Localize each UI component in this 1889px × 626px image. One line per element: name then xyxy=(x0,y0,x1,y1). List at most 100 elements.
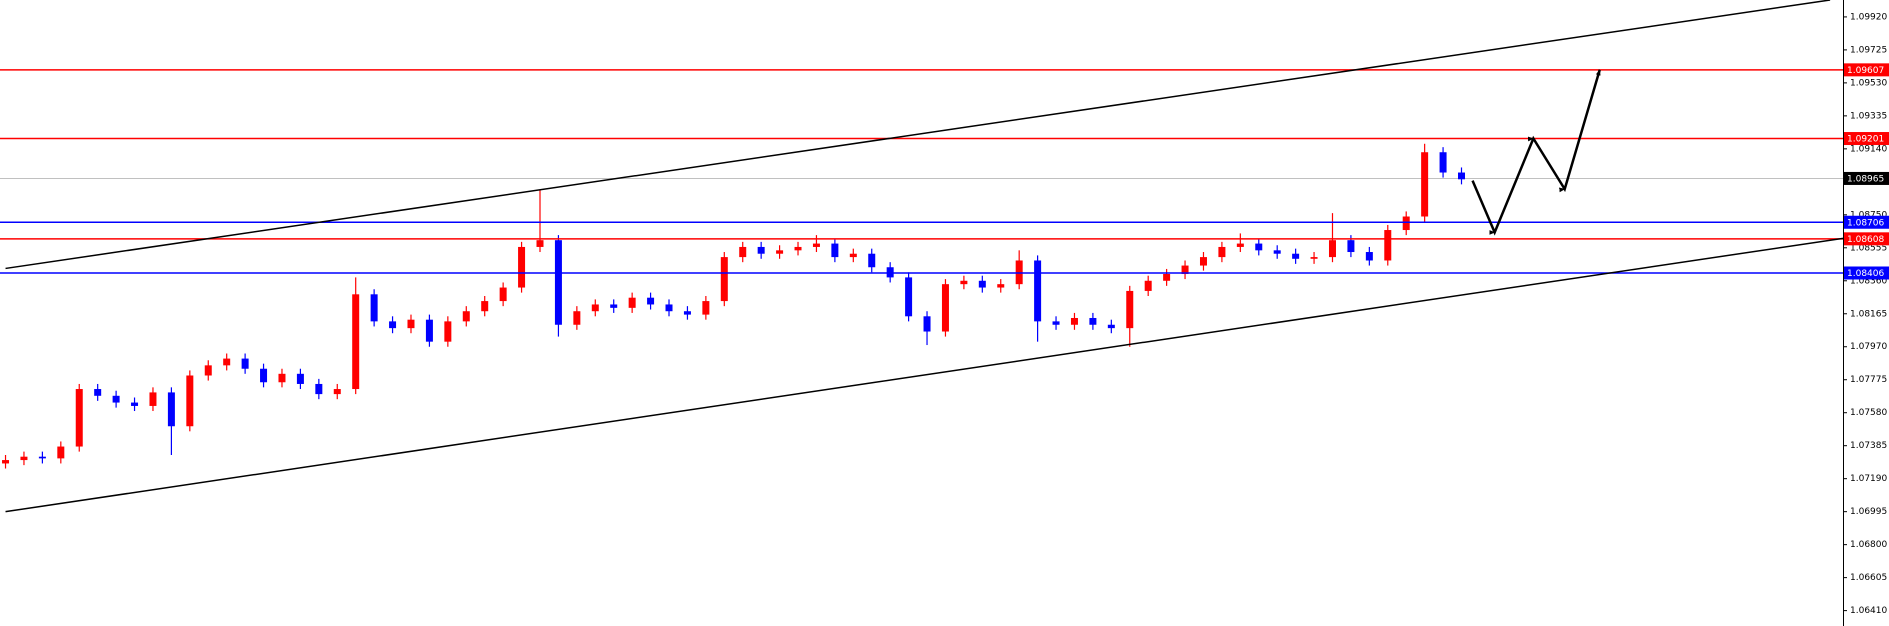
candle-body xyxy=(628,297,636,308)
candle-body xyxy=(1421,152,1429,217)
candle-body xyxy=(333,389,341,395)
level-box xyxy=(1844,266,1889,280)
candle-body xyxy=(1144,280,1152,291)
candle-body xyxy=(720,257,728,302)
candle-body xyxy=(1052,321,1060,325)
candle-body xyxy=(499,287,507,302)
y-tick-label: 1.08165 xyxy=(1850,309,1887,319)
candle-body xyxy=(186,375,194,427)
candle-body xyxy=(481,301,489,312)
candle-body xyxy=(370,294,378,322)
candle-body xyxy=(812,243,820,247)
y-tick-label: 1.09530 xyxy=(1850,78,1887,88)
level-label: 1.08608 xyxy=(1847,235,1884,245)
candle-body xyxy=(610,304,618,308)
candle-body xyxy=(315,383,323,395)
candle-body xyxy=(75,389,83,447)
trend-line xyxy=(5,0,1831,270)
candle-body xyxy=(518,246,526,288)
y-tick-label: 1.07775 xyxy=(1850,375,1887,385)
candle-body xyxy=(352,294,360,390)
y-tick-label: 1.07970 xyxy=(1850,342,1887,352)
candle-body xyxy=(1126,290,1134,329)
trend-line xyxy=(5,237,1843,513)
candle-body xyxy=(1292,253,1300,259)
candle-body xyxy=(905,277,913,317)
candle-body xyxy=(131,402,139,406)
candle-body xyxy=(1255,243,1263,251)
y-tick-label: 1.09140 xyxy=(1850,144,1887,154)
candle-body xyxy=(1181,265,1189,275)
candle-body xyxy=(794,246,802,251)
candle-body xyxy=(1218,246,1226,258)
candle-body xyxy=(960,280,968,285)
y-tick-label: 1.09920 xyxy=(1850,12,1887,22)
candle-body xyxy=(868,253,876,268)
candle-body xyxy=(1236,243,1244,247)
candle-body xyxy=(1107,324,1115,329)
candle-body xyxy=(1089,317,1097,325)
y-tick-label: 1.06410 xyxy=(1850,606,1887,616)
candle-body xyxy=(204,365,212,376)
y-tick-label: 1.09725 xyxy=(1850,45,1887,55)
candle-body xyxy=(849,253,857,258)
current-price-box xyxy=(1844,171,1889,185)
projection-arrow xyxy=(1471,69,1601,236)
candle-body xyxy=(941,284,949,332)
candle-body xyxy=(425,319,433,342)
y-tick-label: 1.08750 xyxy=(1850,210,1887,220)
level-label: 1.09607 xyxy=(1847,66,1884,76)
candle-body xyxy=(831,243,839,258)
candle-body xyxy=(702,301,710,315)
candle-body xyxy=(997,284,1005,288)
candle-body xyxy=(444,321,452,342)
level-label: 1.09201 xyxy=(1847,135,1884,145)
level-label: 1.08406 xyxy=(1847,269,1884,279)
candle-body xyxy=(278,373,286,383)
candle-body xyxy=(1402,216,1410,231)
candle-body xyxy=(554,240,562,325)
candle-body xyxy=(2,460,10,464)
candle-body xyxy=(573,311,581,325)
level-box xyxy=(1844,63,1889,77)
candle-body xyxy=(407,319,415,329)
candle-body xyxy=(462,311,470,322)
level-box xyxy=(1844,232,1889,246)
candle-body xyxy=(739,246,747,258)
candle-body xyxy=(978,280,986,288)
candle-body xyxy=(923,316,931,332)
candle-body xyxy=(20,456,28,461)
candle-body xyxy=(241,358,249,369)
candle-body xyxy=(683,311,691,315)
y-tick-label: 1.07190 xyxy=(1850,474,1887,484)
level-box xyxy=(1844,215,1889,229)
candle-body xyxy=(1384,230,1392,261)
y-tick-label: 1.06995 xyxy=(1850,507,1887,517)
candle-body xyxy=(223,358,231,366)
candle-body xyxy=(1328,240,1336,258)
plot-area xyxy=(0,0,1843,513)
y-tick-label: 1.08360 xyxy=(1850,276,1887,286)
candle-body xyxy=(1163,274,1171,281)
y-tick-label: 1.09335 xyxy=(1850,111,1887,121)
candle-body xyxy=(647,297,655,305)
y-tick-label: 1.07385 xyxy=(1850,441,1887,451)
candle-body xyxy=(94,389,102,396)
level-label: 1.08706 xyxy=(1847,218,1884,228)
candle-body xyxy=(149,392,157,406)
candle-body xyxy=(1310,257,1318,259)
candle-body xyxy=(38,456,46,459)
candle-body xyxy=(1070,317,1078,325)
axis-labels: 1.09920 1.09725 1.09530 1.09335 1.09140 1.087… xyxy=(1843,12,1889,616)
candle-body xyxy=(260,368,268,383)
y-tick-label: 1.07580 xyxy=(1850,408,1887,418)
current-price-label: 1.08965 xyxy=(1847,174,1884,184)
y-tick-label: 1.08555 xyxy=(1850,243,1887,253)
candle-body xyxy=(1273,250,1281,254)
candle-body xyxy=(1439,152,1447,173)
y-tick-label: 1.06800 xyxy=(1850,540,1887,550)
candle-body xyxy=(1199,257,1207,266)
level-box xyxy=(1844,132,1889,146)
